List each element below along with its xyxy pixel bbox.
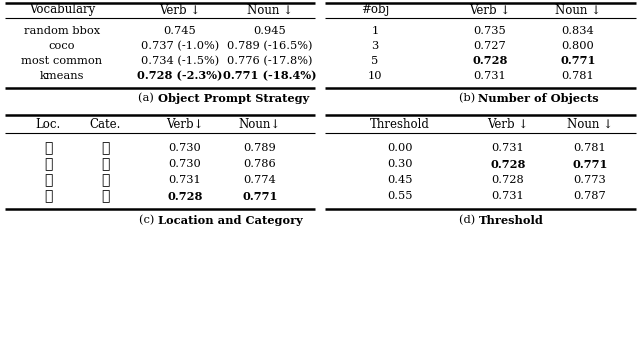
Text: (d): (d)	[459, 215, 479, 225]
Text: 0.731: 0.731	[168, 175, 202, 185]
Text: 0.727: 0.727	[474, 41, 506, 51]
Text: (b): (b)	[459, 93, 479, 103]
Text: 0.774: 0.774	[244, 175, 276, 185]
Text: Cate.: Cate.	[90, 118, 121, 130]
Text: ✓: ✓	[101, 173, 109, 187]
Text: 0.771: 0.771	[560, 55, 596, 66]
Text: 0.771 (-18.4%): 0.771 (-18.4%)	[223, 71, 317, 82]
Text: 0.781: 0.781	[573, 143, 606, 153]
Text: 0.771: 0.771	[243, 191, 278, 201]
Text: 10: 10	[368, 71, 382, 81]
Text: #obj: #obj	[361, 3, 389, 17]
Text: Noun↓: Noun↓	[239, 118, 281, 130]
Text: 0.30: 0.30	[387, 159, 413, 169]
Text: Verb ↓: Verb ↓	[159, 3, 200, 17]
Text: 0.771: 0.771	[572, 158, 608, 170]
Text: 0.737 (-1.0%): 0.737 (-1.0%)	[141, 41, 219, 51]
Text: ✗: ✗	[101, 157, 109, 171]
Text: Number of Objects: Number of Objects	[479, 92, 599, 103]
Text: 0.773: 0.773	[573, 175, 606, 185]
Text: 0.730: 0.730	[168, 159, 202, 169]
Text: 0.731: 0.731	[492, 143, 524, 153]
Text: Noun ↓: Noun ↓	[247, 3, 293, 17]
Text: 0.745: 0.745	[164, 26, 196, 36]
Text: Object Prompt Strategy: Object Prompt Strategy	[158, 92, 309, 103]
Text: Verb↓: Verb↓	[166, 118, 204, 130]
Text: (c): (c)	[139, 215, 158, 225]
Text: 0.00: 0.00	[387, 143, 413, 153]
Text: 0.776 (-17.8%): 0.776 (-17.8%)	[227, 56, 313, 66]
Text: Threshold: Threshold	[370, 118, 430, 130]
Text: 0.789: 0.789	[244, 143, 276, 153]
Text: coco: coco	[49, 41, 76, 51]
Text: Threshold: Threshold	[479, 215, 543, 226]
Text: ✓: ✓	[101, 189, 109, 203]
Text: 0.728: 0.728	[492, 175, 524, 185]
Text: 1: 1	[371, 26, 379, 36]
Text: 5: 5	[371, 56, 379, 66]
Text: 0.45: 0.45	[387, 175, 413, 185]
Text: Noun ↓: Noun ↓	[555, 3, 601, 17]
Text: kmeans: kmeans	[40, 71, 84, 81]
Text: 0.730: 0.730	[168, 143, 202, 153]
Text: 0.786: 0.786	[244, 159, 276, 169]
Text: random bbox: random bbox	[24, 26, 100, 36]
Text: 0.731: 0.731	[474, 71, 506, 81]
Text: ✗: ✗	[44, 173, 52, 187]
Text: 0.731: 0.731	[492, 191, 524, 201]
Text: 0.728 (-2.3%): 0.728 (-2.3%)	[137, 71, 223, 82]
Text: 0.728: 0.728	[472, 55, 508, 66]
Text: Loc.: Loc.	[35, 118, 61, 130]
Text: Location and Category: Location and Category	[158, 215, 303, 226]
Text: 0.728: 0.728	[167, 191, 203, 201]
Text: 0.800: 0.800	[562, 41, 595, 51]
Text: ✗: ✗	[44, 141, 52, 155]
Text: Noun ↓: Noun ↓	[567, 118, 613, 130]
Text: ✗: ✗	[101, 141, 109, 155]
Text: 0.734 (-1.5%): 0.734 (-1.5%)	[141, 56, 219, 66]
Text: 0.945: 0.945	[253, 26, 286, 36]
Text: ✓: ✓	[44, 157, 52, 171]
Text: 0.789 (-16.5%): 0.789 (-16.5%)	[227, 41, 313, 51]
Text: Vocabulary: Vocabulary	[29, 3, 95, 17]
Text: most common: most common	[21, 56, 102, 66]
Text: 0.834: 0.834	[562, 26, 595, 36]
Text: ✓: ✓	[44, 189, 52, 203]
Text: 0.787: 0.787	[573, 191, 606, 201]
Text: Verb ↓: Verb ↓	[488, 118, 529, 130]
Text: 0.781: 0.781	[562, 71, 595, 81]
Text: (a): (a)	[138, 93, 158, 103]
Text: 0.728: 0.728	[490, 158, 525, 170]
Text: Verb ↓: Verb ↓	[469, 3, 511, 17]
Text: 0.55: 0.55	[387, 191, 413, 201]
Text: 0.735: 0.735	[474, 26, 506, 36]
Text: 3: 3	[371, 41, 379, 51]
